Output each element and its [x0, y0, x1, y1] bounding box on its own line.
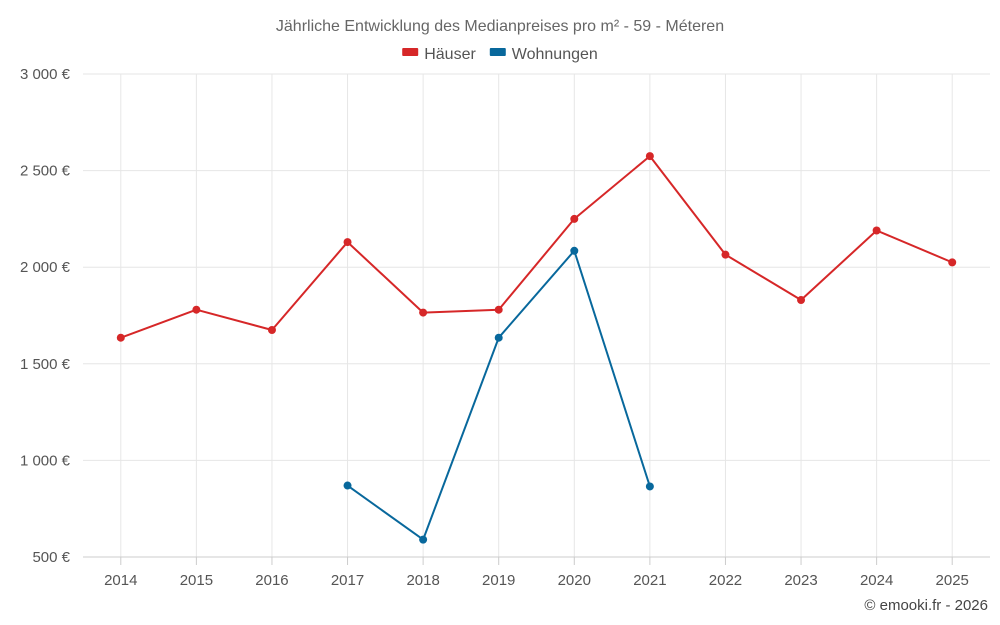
series-wohnungen [343, 246, 654, 544]
data-point[interactable] [872, 226, 881, 235]
data-point[interactable] [494, 305, 503, 314]
legend-item[interactable]: Häuser [402, 46, 476, 63]
y-tick-label: 1 000 € [20, 452, 71, 469]
series-line [120, 155, 953, 339]
legend-item[interactable]: Wohnungen [489, 46, 598, 63]
x-tick-label: 2017 [331, 572, 364, 589]
series-haeuser [116, 152, 957, 342]
y-axis: 500 € 1 000 € 1 500 € 2 000 € 2 500 € 3 000 € [20, 66, 71, 566]
legend-swatch [489, 48, 506, 56]
x-tick-label: 2019 [482, 572, 515, 589]
x-tick-label: 2014 [104, 572, 137, 589]
data-point[interactable] [116, 333, 125, 342]
data-point[interactable] [419, 535, 428, 544]
x-tick-label: 2021 [633, 572, 666, 589]
data-point[interactable] [645, 482, 654, 491]
legend-label: Häuser [424, 46, 476, 63]
x-tick-label: 2016 [255, 572, 288, 589]
grid-lines [83, 73, 990, 557]
data-point[interactable] [192, 305, 201, 314]
x-tick-label: 2018 [406, 572, 439, 589]
x-tick-label: 2015 [180, 572, 213, 589]
data-point[interactable] [948, 258, 957, 267]
y-tick-label: 2 000 € [20, 259, 71, 276]
data-point[interactable] [494, 333, 503, 342]
data-point[interactable] [419, 308, 428, 317]
series-layer [116, 152, 957, 544]
data-point[interactable] [343, 238, 352, 247]
data-point[interactable] [721, 250, 730, 259]
y-tick-label: 3 000 € [20, 66, 71, 83]
data-point[interactable] [570, 246, 579, 255]
x-tick-label: 2023 [784, 572, 817, 589]
data-point[interactable] [797, 296, 806, 305]
x-tick-label: 2022 [709, 572, 742, 589]
data-point[interactable] [645, 152, 654, 161]
data-point[interactable] [343, 481, 352, 490]
x-tick-label: 2024 [860, 572, 893, 589]
legend-swatch [402, 48, 419, 56]
x-tick-label: 2025 [936, 572, 969, 589]
credit-text: © emooki.fr - 2026 [864, 597, 988, 614]
data-point[interactable] [267, 325, 276, 334]
y-tick-label: 500 € [32, 549, 70, 566]
chart-title: Jährliche Entwicklung des Medianpreises … [276, 18, 724, 35]
y-tick-label: 1 500 € [20, 356, 71, 373]
x-axis: 2014 2015 2016 2017 2018 2019 2020 2021 2022 2023… [83, 556, 990, 589]
x-tick-label: 2020 [558, 572, 591, 589]
y-tick-label: 2 500 € [20, 163, 71, 180]
data-point[interactable] [570, 214, 579, 223]
legend-label: Wohnungen [512, 46, 598, 63]
legend: Häuser Wohnungen [402, 46, 598, 63]
